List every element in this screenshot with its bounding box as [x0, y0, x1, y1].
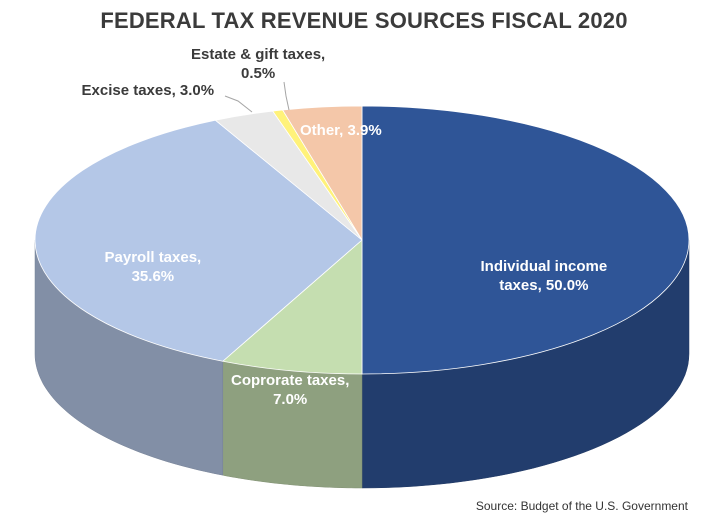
slice-label-individual-income-line1: Individual income	[480, 258, 608, 275]
slice-other	[281, 105, 363, 242]
slice-label-corporate-line2: 7.0%	[273, 391, 308, 408]
slice-label-payroll-line2: 35.6%	[131, 268, 175, 285]
chart-title: FEDERAL TAX REVENUE SOURCES FISCAL 2020	[100, 8, 628, 33]
slice-individual-income	[361, 105, 690, 375]
slice-label-corporate-line1: Coprorate taxes,	[231, 372, 350, 389]
leader-line-excise	[224, 95, 253, 113]
pie-side-layer	[34, 239, 690, 489]
slice-label-other: Other, 3.9%	[300, 121, 382, 140]
slice-corporate	[221, 239, 363, 375]
slice-label-payroll-line1: Payroll taxes,	[104, 249, 202, 266]
pie-top-layer	[34, 105, 690, 375]
slice-label-estate-gift-line1: Estate & gift taxes,	[191, 46, 326, 63]
slice-label-payroll: Payroll taxes, 35.6%	[105, 248, 202, 286]
slice-label-excise: Excise taxes, 3.0%	[82, 81, 215, 100]
slice-label-individual-income-line2: taxes, 50.0%	[499, 277, 589, 294]
slice-label-corporate: Coprorate taxes, 7.0%	[231, 371, 349, 409]
slice-label-other-line1: Other, 3.9%	[300, 121, 382, 139]
slice-label-estate-gift-line2: 0.5%	[241, 65, 276, 82]
slice-payroll	[34, 119, 363, 362]
source-note: Source: Budget of the U.S. Government	[475, 499, 688, 513]
leader-lines	[224, 81, 290, 113]
leader-line-estate-gift	[283, 81, 290, 111]
slice-label-excise-line1: Excise taxes, 3.0%	[81, 81, 215, 99]
slice-label-individual-income: Individual income taxes, 50.0%	[481, 257, 608, 295]
slice-label-estate-gift: Estate & gift taxes, 0.5%	[191, 45, 325, 83]
